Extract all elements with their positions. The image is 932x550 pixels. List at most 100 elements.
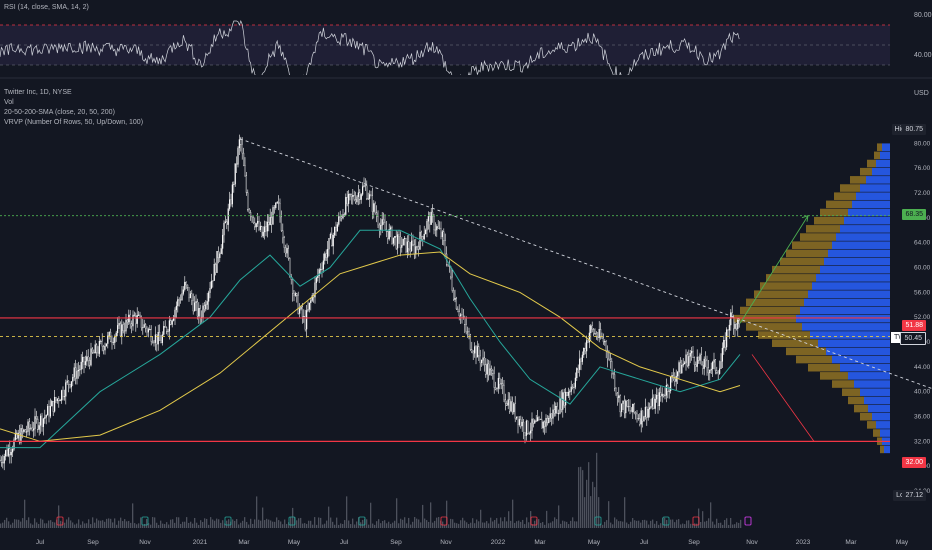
volume-bar [556,519,558,528]
candle-body [465,324,467,332]
main-legend[interactable]: Twitter Inc, 1D, NYSE Vol 20-50-200-SMA … [4,88,143,128]
candle-body [626,400,628,407]
volume-bar [654,523,656,528]
candle-body [124,330,126,332]
volume-bar [396,498,398,528]
candle-body [618,395,620,398]
event-marker-7[interactable] [594,516,602,526]
candle-body [202,305,204,318]
sma-legend: 20-50-200-SMA (close, 20, 50, 200) [4,109,115,116]
event-marker-4[interactable] [358,516,366,526]
downtrend-line[interactable] [239,138,932,390]
candle-body [433,216,435,231]
volume-bar [164,524,166,528]
candle-body [31,427,33,431]
candle-body [443,231,445,242]
volume-bar [70,520,72,528]
candle-body [399,236,402,248]
candle-body [30,427,32,429]
candle-body [126,319,128,323]
candle-body [34,416,36,429]
projection-arrow[interactable] [739,215,809,324]
event-marker-5[interactable] [440,516,448,526]
volume-bar [386,523,388,528]
candle-body [167,331,169,333]
volume-bar [170,519,172,528]
candle-body [103,346,105,351]
event-marker-0[interactable] [56,516,64,526]
candle-body [217,251,219,259]
event-marker-2[interactable] [224,516,232,526]
volume-bar [510,520,512,528]
candle-body [5,450,7,457]
candle-body [719,368,721,374]
volume-bar [52,521,54,528]
candle-body [360,194,362,200]
volume-bar [276,517,278,528]
candle-body [674,378,676,382]
vp-up-bar [854,380,890,388]
volume-bar [476,519,478,528]
candle-body [150,329,152,342]
event-marker-10[interactable] [744,516,752,526]
volume-bar [362,519,364,528]
volume-bar [26,520,28,528]
vp-down-bar [832,380,854,388]
candle-body [511,401,514,413]
candle-body [607,350,609,360]
volume-bar [560,523,562,528]
candle-body [110,331,112,343]
vp-up-bar [844,216,890,225]
candle-body [235,163,238,165]
volume-bar [668,524,670,528]
volume-bar [212,519,214,528]
volume-bar [216,518,218,528]
candle-body [541,419,543,429]
candle-body [413,244,416,255]
volume-bar [264,520,266,528]
price-axis[interactable]: 24.0028.0032.0036.0040.0044.0048.0052.00… [914,140,931,495]
candle-body [324,253,326,261]
candle-body [608,358,610,360]
candle-body [174,309,176,319]
candle-body [335,227,337,232]
event-marker-9[interactable] [692,516,700,526]
time-axis[interactable]: Jul Sep Nov 2021 Mar May Jul Sep Nov 2022 Mar May Ju… [36,539,909,546]
candle-body [86,356,88,362]
candle-body [115,332,117,337]
volume-bar [140,517,142,528]
volume-bar [318,517,320,528]
volume-bar [448,524,450,528]
event-marker-6[interactable] [530,516,538,526]
event-marker-8[interactable] [662,516,670,526]
candle-body [516,416,518,419]
x-tick-7: Sep [390,539,402,546]
event-marker-1[interactable] [141,516,149,526]
candle-body [240,139,242,145]
volume-bar [252,523,254,528]
event-marker-3[interactable] [288,516,296,526]
vp-down-bar [760,282,812,290]
candle-body [168,320,170,332]
resistance-price-tag: 51.88 [902,320,926,331]
candle-body [151,341,154,343]
volume-bar [596,452,598,528]
candle-body [37,418,39,430]
volume-bar [54,522,56,528]
volume-bar [380,523,382,528]
y-tick-3: 36.00 [914,414,931,421]
volume-bar [226,520,228,528]
candle-body [340,216,343,219]
volume-bar [6,517,8,528]
vp-up-bar [796,314,890,323]
volume-bar [736,522,738,528]
downside-projection-line[interactable] [751,354,815,442]
volume-bar [4,519,6,528]
candle-body [298,308,301,314]
rsi-legend[interactable]: RSI (14, close, SMA, 14, 2) [4,3,89,13]
volume-bar [92,517,94,528]
candle-body [54,397,56,412]
volume-bar [622,521,624,528]
